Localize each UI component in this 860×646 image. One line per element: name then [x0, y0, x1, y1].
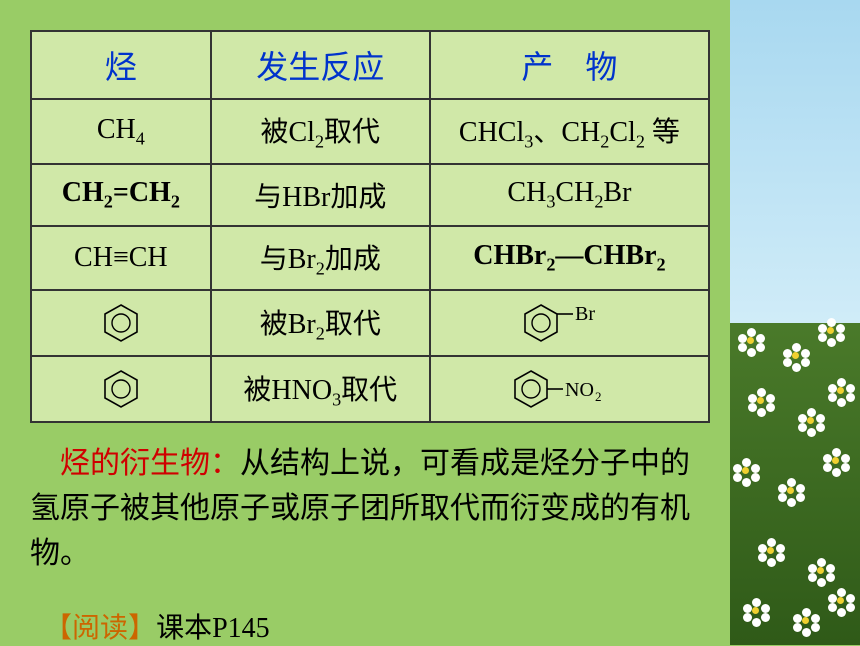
svg-text:Br: Br — [575, 303, 595, 325]
cell-rxn: 与HBr加成 — [211, 164, 430, 226]
cell-prod: NO 2 — [430, 356, 709, 422]
definition-key: 烃的衍生物： — [60, 447, 240, 480]
cell-rxn: 被Br2取代 — [211, 290, 430, 356]
reading-text: 课本P145 — [156, 613, 270, 644]
daisy-icon — [830, 590, 852, 612]
th-hydrocarbon: 烃 — [31, 31, 211, 99]
reading-label: 阅读 — [72, 613, 128, 644]
table-row: CH2=CH2 与HBr加成 CH3CH2Br — [31, 164, 709, 226]
bracket-open: 【 — [58, 613, 72, 644]
daisy-icon — [795, 610, 817, 632]
cell-prod: CHBr2—CHBr2 — [430, 226, 709, 291]
table-header-row: 烃 发生反应 产 物 — [31, 31, 709, 99]
daisy-icon — [750, 390, 772, 412]
nitrobenzene-icon: NO 2 — [509, 367, 629, 411]
cell-prod: CHCl3、CH2Cl2 等 — [430, 99, 709, 164]
decorative-sidebar — [730, 0, 860, 645]
cell-hc — [31, 356, 211, 422]
daisy-icon — [800, 410, 822, 432]
cell-rxn: 与Br2加成 — [211, 226, 430, 291]
daisy-icon — [735, 460, 757, 482]
daisy-icon — [780, 480, 802, 502]
cell-prod: CH3CH2Br — [430, 164, 709, 226]
table-row: 被HNO3取代 NO 2 — [31, 356, 709, 422]
bromobenzene-icon: Br — [519, 301, 619, 345]
svg-text:2: 2 — [595, 389, 602, 404]
th-product: 产 物 — [430, 31, 709, 99]
cell-rxn: 被Cl2取代 — [211, 99, 430, 164]
reading-note: 【阅读】课本P145 — [30, 606, 710, 646]
daisy-icon — [820, 320, 842, 342]
daisy-icon — [745, 600, 767, 622]
cell-prod: Br — [430, 290, 709, 356]
daisy-icon — [830, 380, 852, 402]
cell-hc: CH2=CH2 — [31, 164, 211, 226]
daisy-icon — [810, 560, 832, 582]
bracket-close: 】 — [128, 613, 156, 644]
daisy-icon — [785, 345, 807, 367]
cell-hc — [31, 290, 211, 356]
slide-content: 烃 发生反应 产 物 CH4 被Cl2取代 CHCl3、CH2Cl2 等 CH2… — [0, 0, 730, 645]
svg-text:NO: NO — [565, 379, 594, 401]
cell-rxn: 被HNO3取代 — [211, 356, 430, 422]
table-row: CH≡CH 与Br2加成 CHBr2—CHBr2 — [31, 226, 709, 291]
cell-hc: CH≡CH — [31, 226, 211, 291]
th-reaction: 发生反应 — [211, 31, 430, 99]
definition-text: 烃的衍生物：从结构上说，可看成是烃分子中的氢原子被其他原子或原子团所取代而衍变成… — [30, 441, 710, 576]
cell-hc: CH4 — [31, 99, 211, 164]
daisy-icon — [740, 330, 762, 352]
benzene-icon — [99, 367, 143, 411]
table-row: 被Br2取代 Br — [31, 290, 709, 356]
table-row: CH4 被Cl2取代 CHCl3、CH2Cl2 等 — [31, 99, 709, 164]
daisy-icon — [760, 540, 782, 562]
reaction-table: 烃 发生反应 产 物 CH4 被Cl2取代 CHCl3、CH2Cl2 等 CH2… — [30, 30, 710, 423]
daisy-icon — [825, 450, 847, 472]
sky-bg — [730, 0, 860, 323]
benzene-icon — [99, 301, 143, 345]
